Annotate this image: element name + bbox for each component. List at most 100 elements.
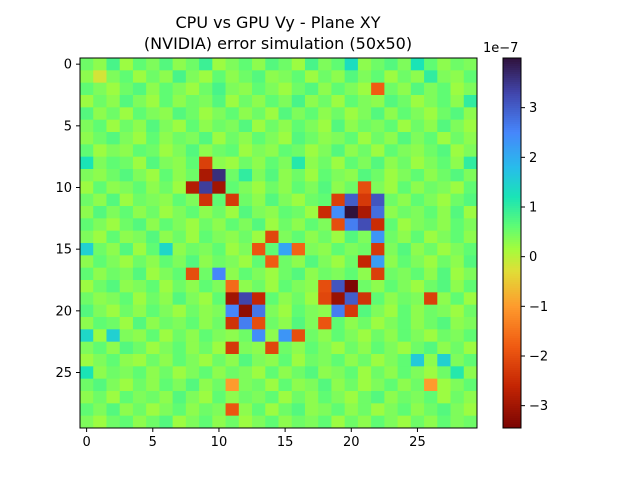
heatmap-cell: [450, 391, 465, 404]
heatmap-cell: [132, 317, 147, 330]
heatmap-cell: [146, 403, 160, 417]
heatmap-cell: [93, 82, 107, 96]
heatmap-cell: [265, 144, 279, 158]
colorbar-segment: [503, 132, 521, 135]
heatmap-cell: [344, 70, 359, 84]
heatmap-cell: [318, 415, 332, 429]
heatmap-cell: [146, 255, 160, 269]
heatmap-cell: [119, 132, 134, 145]
colorbar-segment: [503, 138, 521, 141]
colorbar-segment: [503, 352, 521, 355]
heatmap-cell: [410, 119, 425, 133]
heatmap-cell: [172, 206, 187, 219]
heatmap-cell: [318, 341, 332, 355]
heatmap-cell: [238, 58, 253, 71]
chart-title-line1: CPU vs GPU Vy - Plane XY: [176, 13, 381, 32]
heatmap-cell: [291, 206, 306, 219]
heatmap-cell: [304, 132, 319, 145]
colorbar-tick-label: 0: [529, 250, 537, 265]
heatmap-cell: [93, 329, 107, 343]
heatmap-cell: [318, 255, 332, 269]
heatmap-cell: [212, 58, 226, 71]
colorbar-segment: [503, 196, 521, 199]
heatmap-cell: [357, 329, 372, 343]
heatmap-cell: [199, 304, 213, 318]
heatmap-cell: [185, 193, 200, 207]
heatmap-cell: [304, 354, 319, 367]
heatmap-cell: [119, 280, 134, 293]
heatmap-cell: [463, 317, 478, 330]
heatmap-cell: [146, 70, 160, 84]
heatmap-cell: [159, 403, 174, 417]
heatmap-cell: [212, 206, 226, 219]
heatmap-cell: [371, 366, 385, 380]
heatmap-cell: [450, 95, 465, 108]
heatmap-cell: [106, 243, 121, 256]
colorbar-segment: [503, 104, 521, 107]
heatmap-cell: [172, 119, 187, 133]
colorbar-segment: [503, 256, 521, 259]
heatmap-cell: [159, 230, 174, 244]
colorbar-segment: [503, 126, 521, 129]
colorbar-segment: [503, 210, 521, 213]
heatmap-cell: [304, 366, 319, 380]
heatmap-cell: [424, 95, 438, 108]
heatmap-cell: [132, 378, 147, 392]
heatmap-cell: [331, 107, 346, 121]
colorbar-segment: [503, 406, 521, 409]
heatmap-cell: [291, 58, 306, 71]
colorbar-segment: [503, 234, 521, 237]
heatmap-cell: [344, 267, 359, 281]
heatmap-cell: [450, 329, 465, 343]
heatmap-cell: [172, 169, 187, 182]
colorbar-segment: [503, 202, 521, 205]
colorbar-segment: [503, 186, 521, 189]
colorbar-segment: [503, 408, 521, 411]
heatmap-cell: [199, 366, 213, 380]
heatmap-cell: [80, 169, 94, 182]
heatmap-cell: [172, 304, 187, 318]
heatmap-cell: [371, 95, 385, 108]
heatmap-cell: [265, 329, 279, 343]
heatmap-cell: [357, 304, 372, 318]
heatmap-cell: [185, 156, 200, 170]
heatmap-cell: [357, 243, 372, 256]
heatmap-cell: [304, 415, 319, 429]
heatmap-cell: [463, 304, 478, 318]
heatmap-cell: [185, 119, 200, 133]
colorbar-segment: [503, 346, 521, 349]
y-tick-label: 0: [64, 58, 72, 73]
heatmap-cell: [238, 132, 253, 145]
colorbar-segment: [503, 150, 521, 153]
colorbar-segment: [503, 182, 521, 185]
heatmap-cell: [199, 317, 213, 330]
heatmap-cell: [291, 403, 306, 417]
heatmap-cell: [199, 230, 213, 244]
heatmap-cell: [344, 132, 359, 145]
heatmap-cell: [265, 415, 279, 429]
heatmap-cell: [185, 82, 200, 96]
colorbar-segment: [503, 102, 521, 105]
heatmap-cell: [291, 144, 306, 158]
heatmap-cell: [238, 354, 253, 367]
heatmap-cell: [159, 144, 174, 158]
colorbar-segment: [503, 130, 521, 133]
colorbar-segment: [503, 82, 521, 85]
heatmap-cell: [225, 206, 240, 219]
heatmap-cell: [357, 415, 372, 429]
heatmap-cell: [278, 403, 293, 417]
colorbar-segment: [503, 334, 521, 337]
heatmap-cell: [463, 329, 478, 343]
heatmap-cell: [410, 304, 425, 318]
colorbar-segment: [503, 390, 521, 393]
heatmap-cell: [278, 230, 293, 244]
heatmap-cell: [357, 206, 372, 219]
heatmap-cell: [357, 144, 372, 158]
heatmap-cell: [424, 132, 438, 145]
heatmap-cell: [304, 58, 319, 71]
heatmap-cell: [450, 366, 465, 380]
heatmap-cell: [265, 341, 279, 355]
heatmap-cell: [357, 169, 372, 182]
heatmap-cell: [331, 243, 346, 256]
colorbar-segment: [503, 110, 521, 113]
